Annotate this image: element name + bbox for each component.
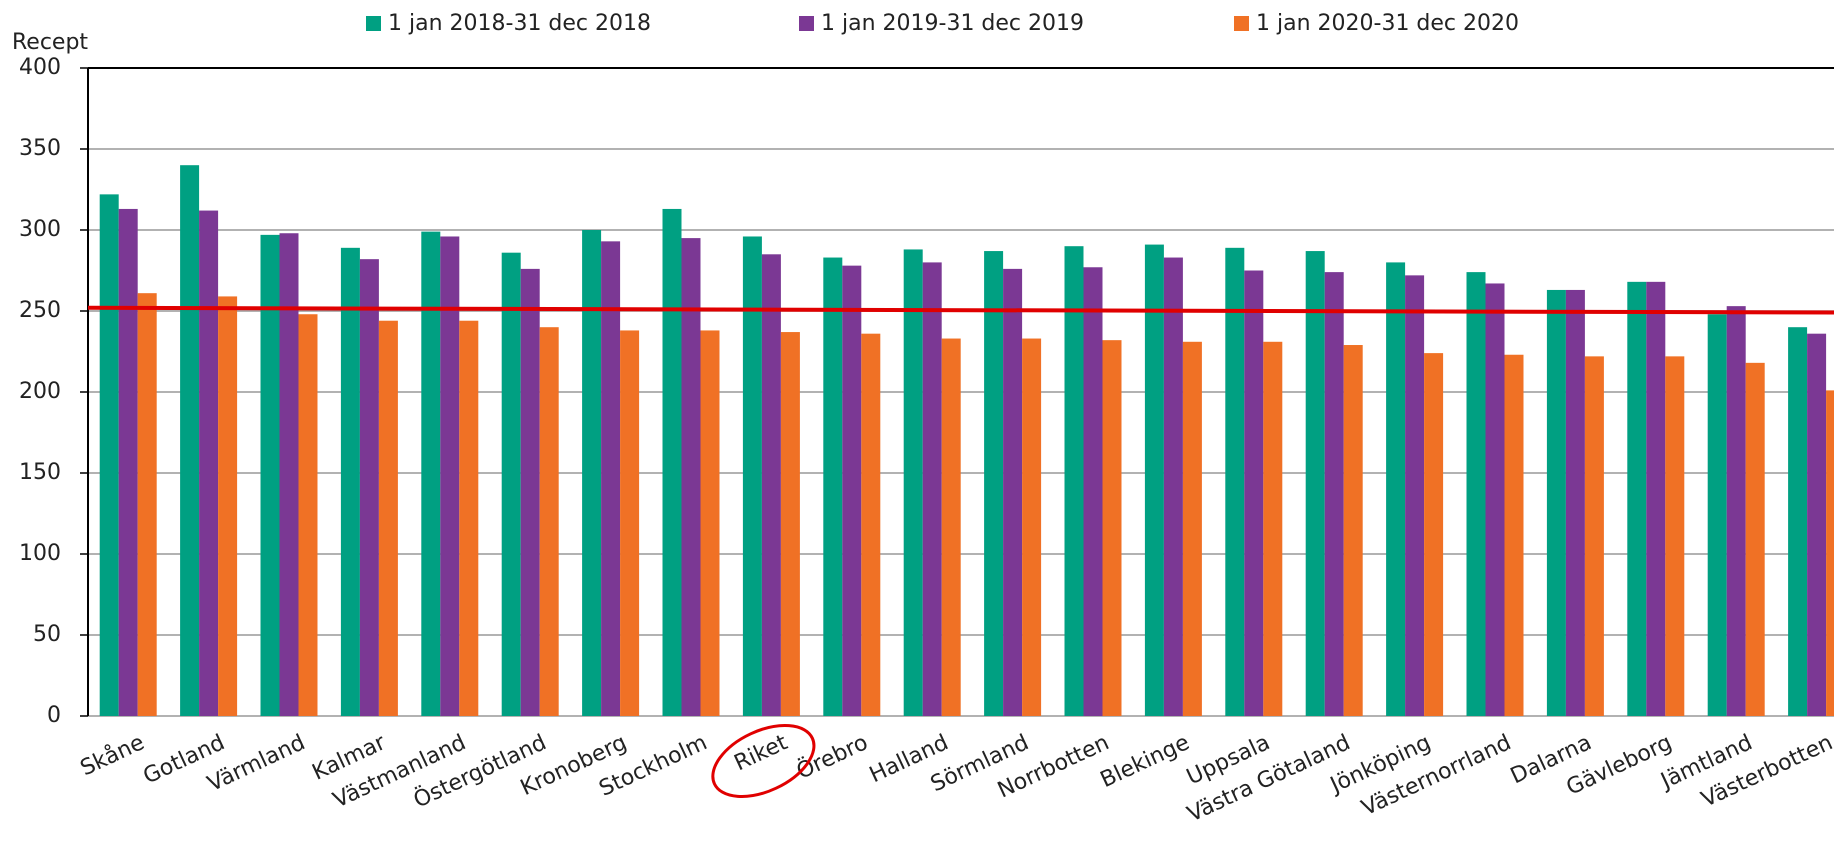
bar [1343,345,1363,716]
bar [1745,362,1765,716]
x-tick-label: Östergötland [410,729,551,813]
y-tick-label: 100 [19,541,61,566]
bar [1064,246,1084,716]
bar [1826,390,1834,716]
bar [1627,281,1647,716]
bar [1305,251,1325,716]
y-tick-label: 150 [19,460,61,485]
bar [1646,281,1666,716]
bar [199,210,219,716]
bar [501,252,521,716]
bar [1182,341,1202,716]
bar [520,268,540,716]
bar [861,333,881,716]
x-tick-label: Riket [731,730,792,776]
bar [941,338,961,716]
x-tick-label: Blekinge [1097,730,1194,793]
bar [1022,338,1042,716]
bar [539,327,559,716]
bar [1324,272,1344,716]
bar [1225,247,1245,716]
x-tick-label: Örebro [793,729,872,784]
y-tick-label: 350 [19,136,61,161]
bar [1163,257,1183,716]
bar [1263,341,1283,716]
bar [1565,289,1585,716]
bar [440,236,460,717]
y-tick-label: 400 [19,55,61,80]
bar [1466,272,1486,716]
legend-swatch [799,16,814,31]
bar [459,320,479,716]
bar [1405,275,1425,716]
bar [1546,289,1566,716]
y-axis-label: Recept [12,30,88,55]
bar [780,332,800,716]
bar [681,238,701,716]
reference-line [87,305,1834,315]
bar [582,230,602,716]
bar [700,330,720,716]
bar [1144,244,1164,716]
highlight-ring [711,724,816,798]
bar [378,320,398,716]
legend-label: 1 jan 2020-31 dec 2020 [1256,11,1519,36]
legend-swatch [366,16,381,31]
bar [1003,268,1023,716]
bar [137,293,157,716]
bar [1244,270,1264,716]
bar [118,208,138,716]
bar [1807,333,1827,716]
legend-swatch [1234,16,1249,31]
y-tick-label: 300 [19,217,61,242]
bar [359,259,379,716]
bar [1584,356,1604,716]
bar [1083,267,1103,716]
legend-label: 1 jan 2019-31 dec 2019 [821,11,1084,36]
bar [984,251,1004,716]
bar [742,236,762,717]
bar [218,296,238,716]
bar [601,241,621,716]
bar [922,262,942,716]
y-tick-label: 50 [33,622,61,647]
y-tick-label: 250 [19,298,61,323]
y-tick-label: 0 [47,703,61,728]
bar [260,234,280,717]
bar [761,254,781,717]
bar [298,314,318,716]
bar [1485,283,1505,716]
bar [1102,340,1122,716]
bar [99,194,119,717]
bar [1707,314,1727,716]
bar [1424,353,1444,716]
bar [279,233,299,717]
x-tick-label: Skåne [76,729,148,781]
bar [903,249,923,716]
bar [421,231,441,716]
bar [1788,327,1808,716]
bar [1665,356,1685,716]
y-tick-label: 200 [19,379,61,404]
bar [842,265,862,716]
bar [1504,354,1524,716]
bar [620,330,640,716]
legend-label: 1 jan 2018-31 dec 2018 [388,11,651,36]
bar [1726,306,1746,716]
bar [1386,262,1406,716]
bar [823,257,843,716]
bar [340,247,360,716]
bar [180,165,200,716]
bar [662,208,682,716]
